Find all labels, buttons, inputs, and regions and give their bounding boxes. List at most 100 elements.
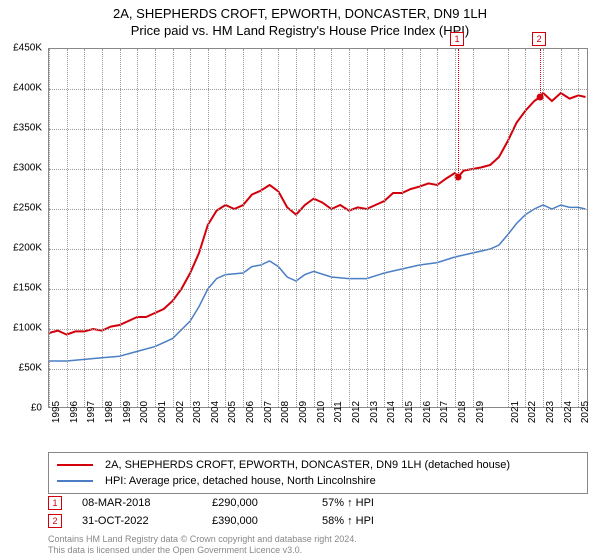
legend-row: 2A, SHEPHERDS CROFT, EPWORTH, DONCASTER,… (57, 457, 579, 473)
x-tick-label: 2022 (527, 401, 538, 423)
legend-swatch (57, 464, 93, 466)
y-tick-label: £150K (13, 283, 42, 294)
gridline-y (49, 289, 587, 290)
gridline-x (402, 49, 403, 407)
x-tick-label: 2021 (510, 401, 521, 423)
legend-row: HPI: Average price, detached house, Nort… (57, 473, 579, 489)
x-tick-label: 2013 (369, 401, 380, 423)
gridline-x (102, 49, 103, 407)
x-tick-label: 2002 (175, 401, 186, 423)
chart-container: 2A, SHEPHERDS CROFT, EPWORTH, DONCASTER,… (0, 0, 600, 560)
x-tick-label: 1997 (86, 401, 97, 423)
title-block: 2A, SHEPHERDS CROFT, EPWORTH, DONCASTER,… (0, 0, 600, 38)
y-tick-label: £250K (13, 203, 42, 214)
gridline-x (173, 49, 174, 407)
gridline-x (84, 49, 85, 407)
gridline-x (261, 49, 262, 407)
legend: 2A, SHEPHERDS CROFT, EPWORTH, DONCASTER,… (48, 452, 588, 494)
x-tick-label: 2019 (475, 401, 486, 423)
x-tick-label: 2009 (298, 401, 309, 423)
marker-box: 2 (532, 32, 546, 46)
footer-line1: Contains HM Land Registry data © Crown c… (48, 534, 357, 545)
marker-line (540, 49, 541, 97)
x-tick-label: 2018 (457, 401, 468, 423)
gridline-x (349, 49, 350, 407)
series-hpi (49, 205, 586, 361)
gridline-x (67, 49, 68, 407)
x-tick-label: 2023 (545, 401, 556, 423)
x-tick-label: 2014 (386, 401, 397, 423)
x-tick-label: 2007 (263, 401, 274, 423)
sale-pct: 58% ↑ HPI (322, 515, 442, 527)
sales-block: 108-MAR-2018£290,00057% ↑ HPI231-OCT-202… (48, 494, 588, 530)
y-tick-label: £400K (13, 83, 42, 94)
x-tick-label: 2010 (316, 401, 327, 423)
gridline-x (455, 49, 456, 407)
y-tick-label: £200K (13, 243, 42, 254)
legend-label: 2A, SHEPHERDS CROFT, EPWORTH, DONCASTER,… (105, 459, 510, 471)
legend-label: HPI: Average price, detached house, Nort… (105, 475, 376, 487)
x-axis: 1995199619971998199920002001200220032004… (48, 408, 588, 448)
sale-date: 31-OCT-2022 (82, 515, 212, 527)
gridline-x (225, 49, 226, 407)
gridline-x (49, 49, 50, 407)
x-tick-label: 1996 (69, 401, 80, 423)
gridline-x (437, 49, 438, 407)
x-tick-label: 2000 (139, 401, 150, 423)
gridline-y (49, 169, 587, 170)
y-axis: £0£50K£100K£150K£200K£250K£300K£350K£400… (0, 48, 46, 408)
x-tick-label: 2015 (404, 401, 415, 423)
x-tick-label: 2005 (227, 401, 238, 423)
gridline-x (543, 49, 544, 407)
gridline-x (155, 49, 156, 407)
gridline-y (49, 369, 587, 370)
gridline-y (49, 249, 587, 250)
gridline-x (420, 49, 421, 407)
gridline-y (49, 209, 587, 210)
gridline-y (49, 129, 587, 130)
sale-price: £390,000 (212, 515, 322, 527)
chart-svg (49, 49, 587, 407)
gridline-y (49, 329, 587, 330)
gridline-x (473, 49, 474, 407)
gridline-x (137, 49, 138, 407)
marker-line (458, 49, 459, 177)
gridline-x (525, 49, 526, 407)
y-tick-label: £100K (13, 323, 42, 334)
sale-row: 231-OCT-2022£390,00058% ↑ HPI (48, 512, 588, 530)
sale-date: 08-MAR-2018 (82, 497, 212, 509)
y-tick-label: £0 (31, 403, 42, 414)
x-tick-label: 2016 (422, 401, 433, 423)
gridline-x (384, 49, 385, 407)
gridline-x (208, 49, 209, 407)
sale-price: £290,000 (212, 497, 322, 509)
gridline-x (331, 49, 332, 407)
x-tick-label: 2006 (245, 401, 256, 423)
x-tick-label: 1995 (51, 401, 62, 423)
gridline-x (190, 49, 191, 407)
gridline-x (278, 49, 279, 407)
y-tick-label: £350K (13, 123, 42, 134)
gridline-x (296, 49, 297, 407)
footer-line2: This data is licensed under the Open Gov… (48, 545, 357, 556)
chart-title-line1: 2A, SHEPHERDS CROFT, EPWORTH, DONCASTER,… (0, 6, 600, 21)
gridline-x (120, 49, 121, 407)
x-tick-label: 2017 (439, 401, 450, 423)
gridline-y (49, 89, 587, 90)
x-tick-label: 2004 (210, 401, 221, 423)
x-tick-label: 1998 (104, 401, 115, 423)
chart-title-line2: Price paid vs. HM Land Registry's House … (0, 23, 600, 38)
gridline-x (367, 49, 368, 407)
plot-area (48, 48, 588, 408)
marker-box: 1 (450, 32, 464, 46)
sale-marker: 1 (48, 496, 62, 510)
gridline-x (243, 49, 244, 407)
x-tick-label: 2012 (351, 401, 362, 423)
y-tick-label: £450K (13, 43, 42, 54)
sale-row: 108-MAR-2018£290,00057% ↑ HPI (48, 494, 588, 512)
y-tick-label: £50K (19, 363, 42, 374)
x-tick-label: 2008 (280, 401, 291, 423)
gridline-x (508, 49, 509, 407)
x-tick-label: 2011 (333, 401, 344, 423)
x-tick-label: 2001 (157, 401, 168, 423)
